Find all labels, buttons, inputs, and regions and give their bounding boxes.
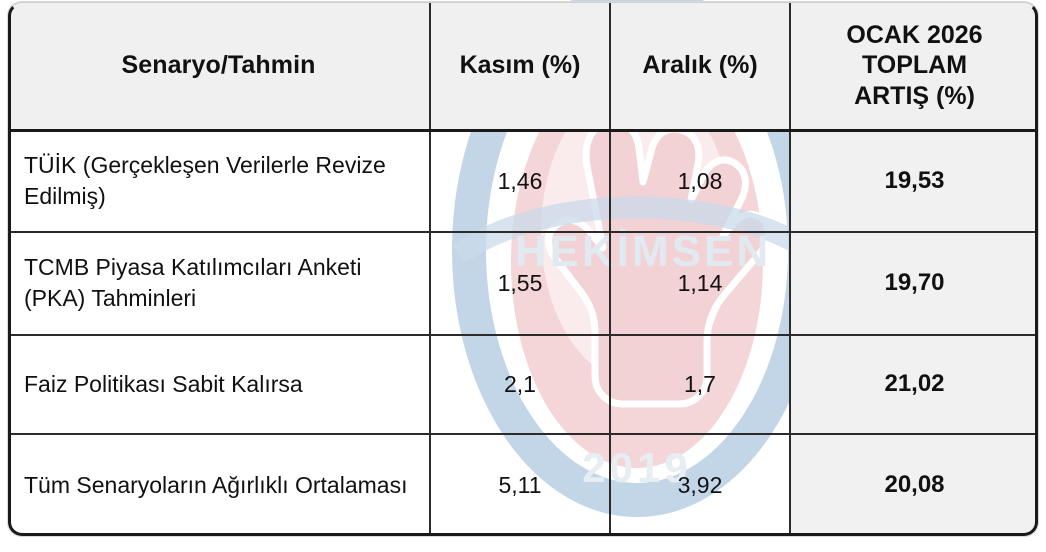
row-label: Tüm Senaryoların Ağırlıklı Ortalaması <box>8 433 431 536</box>
column-header-line-1: OCAK 2026 <box>846 20 983 49</box>
table-body: TÜİK (Gerçekleşen Verilerle Revize Edilm… <box>8 130 1038 536</box>
table-row: Faiz Politikası Sabit Kalırsa 2,1 1,7 21… <box>8 334 1038 435</box>
table-row: TÜİK (Gerçekleşen Verilerle Revize Edilm… <box>8 130 1038 234</box>
column-header-kasim: Kasım (%) <box>430 2 611 132</box>
row-label: TCMB Piyasa Katılımcıları Anketi (PKA) T… <box>8 232 431 336</box>
cell-toplam-artis: 19,70 <box>790 232 1038 336</box>
column-header-ocak-2026-toplam-artis: OCAK 2026 TOPLAM ARTIŞ (%) <box>790 2 1038 132</box>
table-header: Senaryo/Tahmin Kasım (%) Aralık (%) OCAK… <box>8 2 1038 132</box>
column-header-aralik: Aralık (%) <box>610 2 791 132</box>
cell-toplam-artis: 21,02 <box>790 334 1038 435</box>
column-header-line-2: TOPLAM <box>861 51 968 79</box>
cell-kasim: 5,11 <box>430 433 611 536</box>
cell-toplam-artis: 19,53 <box>790 130 1038 234</box>
row-label: Faiz Politikası Sabit Kalırsa <box>8 334 431 435</box>
column-header-scenario: Senaryo/Tahmin <box>8 2 431 132</box>
cell-toplam-artis: 20,08 <box>790 433 1038 536</box>
scenario-forecast-table: Senaryo/Tahmin Kasım (%) Aralık (%) OCAK… <box>8 2 1038 536</box>
scenario-forecast-table-container: Senaryo/Tahmin Kasım (%) Aralık (%) OCAK… <box>8 2 1038 536</box>
column-header-line-3: ARTIŞ (%) <box>854 81 975 110</box>
table-row: Tüm Senaryoların Ağırlıklı Ortalaması 5,… <box>8 433 1038 536</box>
cell-aralik: 1,7 <box>610 334 791 435</box>
cell-kasim: 1,55 <box>430 232 611 336</box>
cell-kasim: 2,1 <box>430 334 611 435</box>
table-row: TCMB Piyasa Katılımcıları Anketi (PKA) T… <box>8 232 1038 336</box>
cell-aralik: 1,08 <box>610 130 791 234</box>
table-header-row: Senaryo/Tahmin Kasım (%) Aralık (%) OCAK… <box>8 2 1038 132</box>
cell-aralik: 1,14 <box>610 232 791 336</box>
cell-aralik: 3,92 <box>610 433 791 536</box>
cell-kasim: 1,46 <box>430 130 611 234</box>
row-label: TÜİK (Gerçekleşen Verilerle Revize Edilm… <box>8 130 431 234</box>
